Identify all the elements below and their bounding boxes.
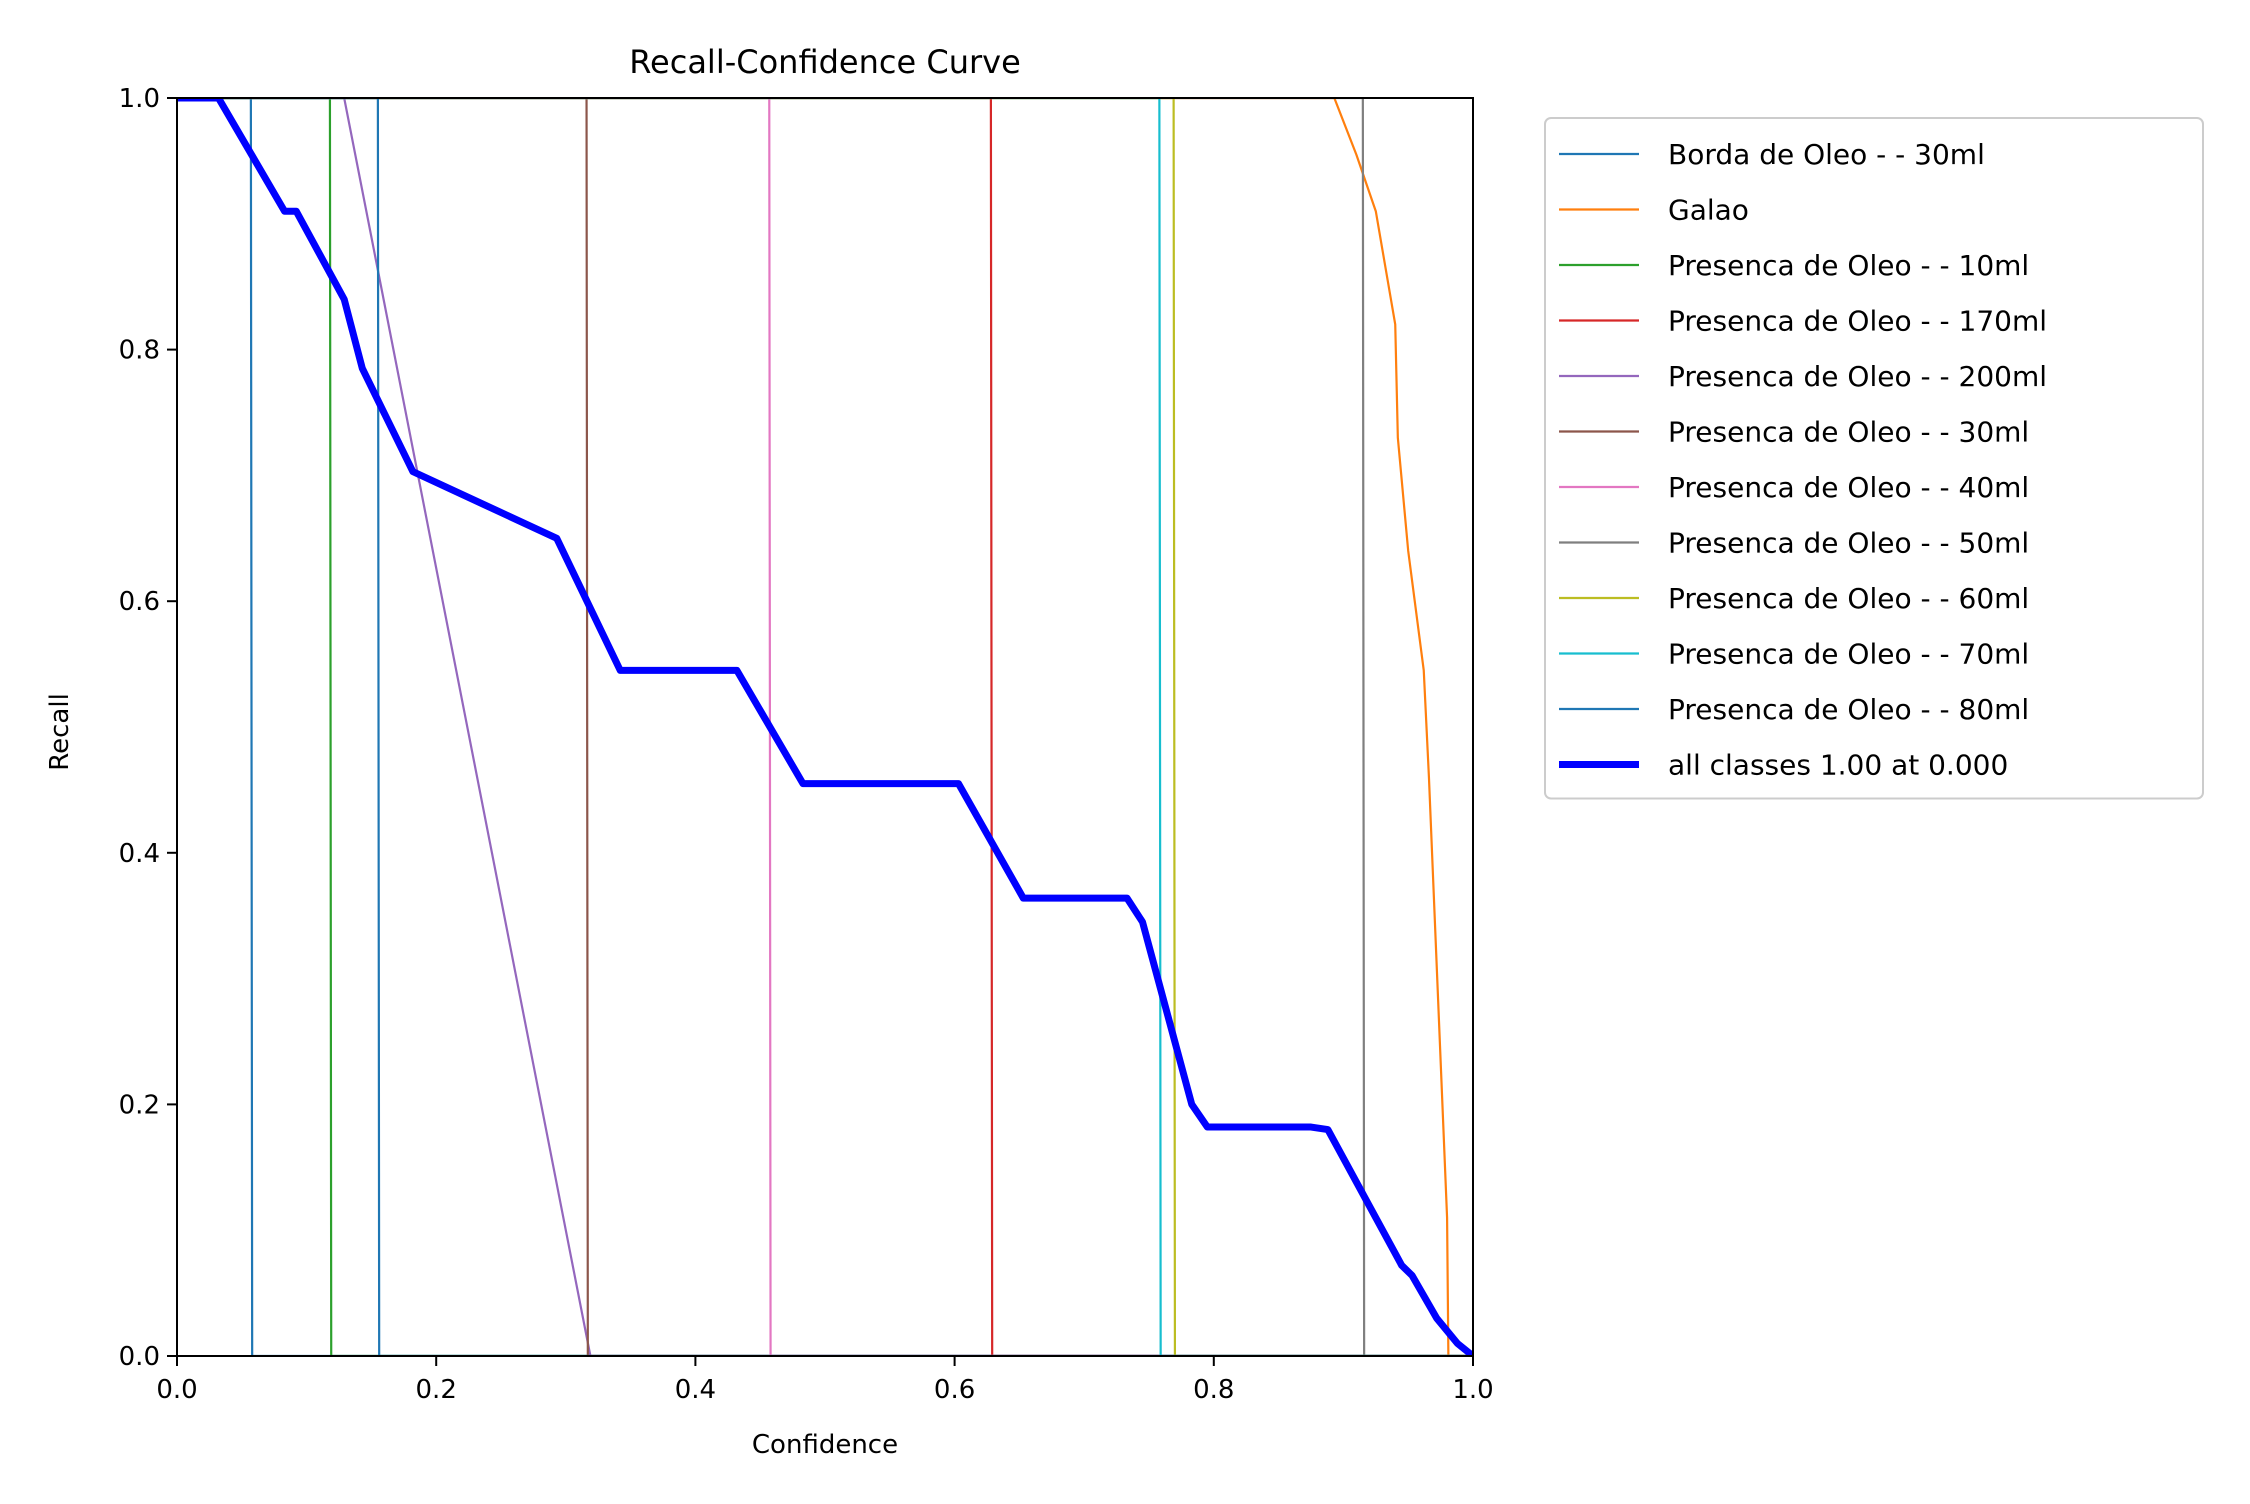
x-tick-label: 0.0 [156,1375,197,1405]
y-tick-label: 0.4 [119,839,160,869]
x-tick-label: 1.0 [1452,1375,1493,1405]
legend-label: Presenca de Oleo - - 200ml [1668,360,2047,393]
legend-label: Presenca de Oleo - - 10ml [1668,249,2029,282]
legend-entry: Presenca de Oleo - - 200ml [1559,360,2047,393]
series-line-presenca-de-oleo-170ml [177,98,1473,1356]
legend-entry: Presenca de Oleo - - 30ml [1559,416,2029,449]
series-line-presenca-de-oleo-50ml [177,98,1473,1356]
x-tick-label: 0.2 [416,1375,457,1405]
series-line-all-classes-1-00-at-0-000 [177,98,1473,1356]
x-tick-label: 0.4 [675,1375,716,1405]
series-line-presenca-de-oleo-40ml [177,98,1473,1356]
legend-entry: Presenca de Oleo - - 70ml [1559,638,2029,671]
legend-box [1544,117,2204,800]
series-line-presenca-de-oleo-200ml [177,98,1473,1356]
legend-entry: Presenca de Oleo - - 50ml [1559,527,2029,560]
legend-label: all classes 1.00 at 0.000 [1668,749,2008,782]
axes: 0.0 0.2 0.4 0.6 0.8 1.0 0.0 0.2 0.4 0.6 0.8 1.0 [119,84,1494,1405]
series-line-borda-de-oleo-30ml [177,98,1473,1356]
legend-entry: Borda de Oleo - - 30ml [1559,138,1985,171]
series-line-presenca-de-oleo-70ml [177,98,1473,1356]
x-axis-label: Confidence [752,1430,898,1460]
y-tick-label: 0.2 [119,1090,160,1120]
y-tick-label: 0.0 [119,1342,160,1372]
series-line-presenca-de-oleo-30ml [177,98,1473,1356]
plot-frame [176,97,1474,1357]
legend: Borda de Oleo - - 30ml Galao Presenca de O… [1544,117,2204,800]
series-line-presenca-de-oleo-80ml [177,98,1473,1356]
legend-label: Borda de Oleo - - 30ml [1668,138,1985,171]
legend-label: Presenca de Oleo - - 80ml [1668,693,2029,726]
y-tick-label: 1.0 [119,84,160,114]
legend-label: Presenca de Oleo - - 170ml [1668,305,2047,338]
legend-entry: Presenca de Oleo - - 170ml [1559,305,2047,338]
legend-entry: Presenca de Oleo - - 60ml [1559,582,2029,615]
legend-entry: Galao [1559,194,1749,227]
y-tick-label: 0.6 [119,587,160,617]
x-tick-label: 0.6 [934,1375,975,1405]
x-tick-label: 0.8 [1193,1375,1234,1405]
chart-title: Recall-Confidence Curve [629,43,1021,81]
series-line-presenca-de-oleo-60ml [177,98,1473,1356]
legend-label: Presenca de Oleo - - 40ml [1668,471,2029,504]
legend-label: Presenca de Oleo - - 30ml [1668,416,2029,449]
legend-entry: Presenca de Oleo - - 80ml [1559,693,2029,726]
legend-label: Galao [1668,194,1749,227]
series-line-galao [177,98,1473,1356]
legend-label: Presenca de Oleo - - 70ml [1668,638,2029,671]
legend-label: Presenca de Oleo - - 50ml [1668,527,2029,560]
y-tick-label: 0.8 [119,336,160,366]
legend-entry: Presenca de Oleo - - 10ml [1559,249,2029,282]
legend-label: Presenca de Oleo - - 60ml [1668,582,2029,615]
legend-entry: Presenca de Oleo - - 40ml [1559,471,2029,504]
legend-entry: all classes 1.00 at 0.000 [1559,749,2008,782]
series-line-presenca-de-oleo-10ml [177,98,1473,1356]
y-axis-label: Recall [45,693,75,771]
plot-area [177,98,1473,1356]
